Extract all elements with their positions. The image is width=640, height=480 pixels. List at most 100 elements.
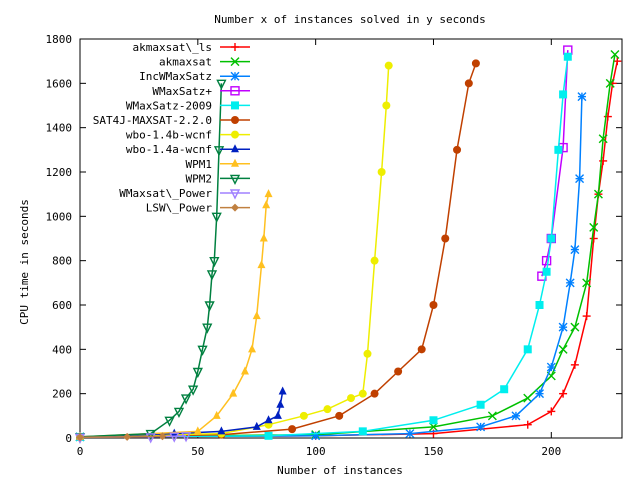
legend-label: akmaxsat [159,56,212,69]
data-point [523,420,532,429]
y-axis-label: CPU time in seconds [18,199,31,325]
data-point [370,389,379,398]
legend-label: akmaxsat\_ls [133,41,212,54]
data-point [417,345,426,354]
data-point [273,410,282,419]
data-point [158,432,167,441]
data-point [471,59,480,68]
data-point [358,427,367,436]
data-point [429,301,438,309]
data-point [429,416,438,425]
data-point [197,345,208,356]
data-point [180,432,192,443]
legend-marker [229,174,241,185]
y-tick-label: 800 [52,255,72,268]
x-tick-label: 50 [191,445,204,458]
data-point [511,411,521,421]
x-tick-label: 200 [541,445,561,458]
legend-label: WPM2 [186,172,213,185]
data-point [559,90,568,99]
data-point [589,234,598,243]
data-point [192,367,203,379]
y-tick-label: 400 [52,343,72,356]
data-point [570,322,580,332]
legend-label: WPM1 [186,158,213,171]
legend-marker [231,43,239,51]
data-point [252,421,261,430]
legend-label: IncWMaxSatz [139,70,212,83]
data-point [217,426,226,435]
data-point [240,366,249,375]
data-point [323,405,332,414]
data-point [546,362,556,372]
data-point [76,433,84,442]
chart-title: Number x of instances solved in y second… [214,13,486,26]
data-point [577,92,587,102]
data-point [169,432,180,443]
legend-marker [230,86,240,96]
data-point [554,145,563,154]
data-point [264,415,273,424]
data-point [212,410,221,419]
y-tick-label: 1600 [46,77,73,90]
data-point [598,134,608,144]
data-point [384,61,393,70]
legend-label: LSW\_Power [146,202,213,215]
series-line-7 [79,391,284,438]
legend-marker [230,71,240,81]
data-point [535,389,545,399]
data-point [278,386,287,395]
data-point [262,200,271,209]
legend-marker [229,189,241,200]
data-point [264,431,273,440]
data-point [547,407,556,416]
data-point [259,233,268,242]
x-tick-label: 150 [424,445,444,458]
data-point [500,385,509,394]
data-point [559,389,568,398]
legend-marker [231,203,239,212]
data-point [589,222,599,232]
data-point [441,234,450,243]
data-point [523,393,533,403]
data-point [252,311,261,320]
data-point [613,57,622,66]
data-point [565,278,575,288]
data-point [377,168,386,176]
legend-marker [231,101,239,110]
data-point [213,146,225,157]
y-tick-label: 1800 [46,33,73,46]
data-point [382,101,391,110]
legend-marker [231,158,239,167]
data-point [216,79,227,90]
data-point [582,312,591,321]
y-tick-label: 0 [65,432,72,445]
series-line-5 [79,63,477,438]
series-line-2 [79,96,583,438]
data-point [288,425,297,434]
data-point [453,145,462,154]
data-point [276,399,285,408]
data-point [558,322,568,332]
data-point [299,411,308,420]
data-point [164,416,175,427]
data-point [405,429,415,439]
data-point [547,234,556,243]
data-point [248,344,257,353]
y-tick-label: 1000 [46,210,73,223]
data-point [347,394,355,403]
data-point [173,407,185,418]
y-tick-label: 1400 [46,122,73,135]
data-point [605,78,615,88]
data-point [193,426,202,435]
legend-marker [231,116,239,124]
series-line-1 [79,54,616,438]
data-point [570,245,580,255]
data-point [542,267,551,276]
plot-frame [79,38,623,439]
data-point [535,301,544,309]
legend-label: WMaxSatz-2009 [126,99,212,112]
data-point [370,256,379,265]
